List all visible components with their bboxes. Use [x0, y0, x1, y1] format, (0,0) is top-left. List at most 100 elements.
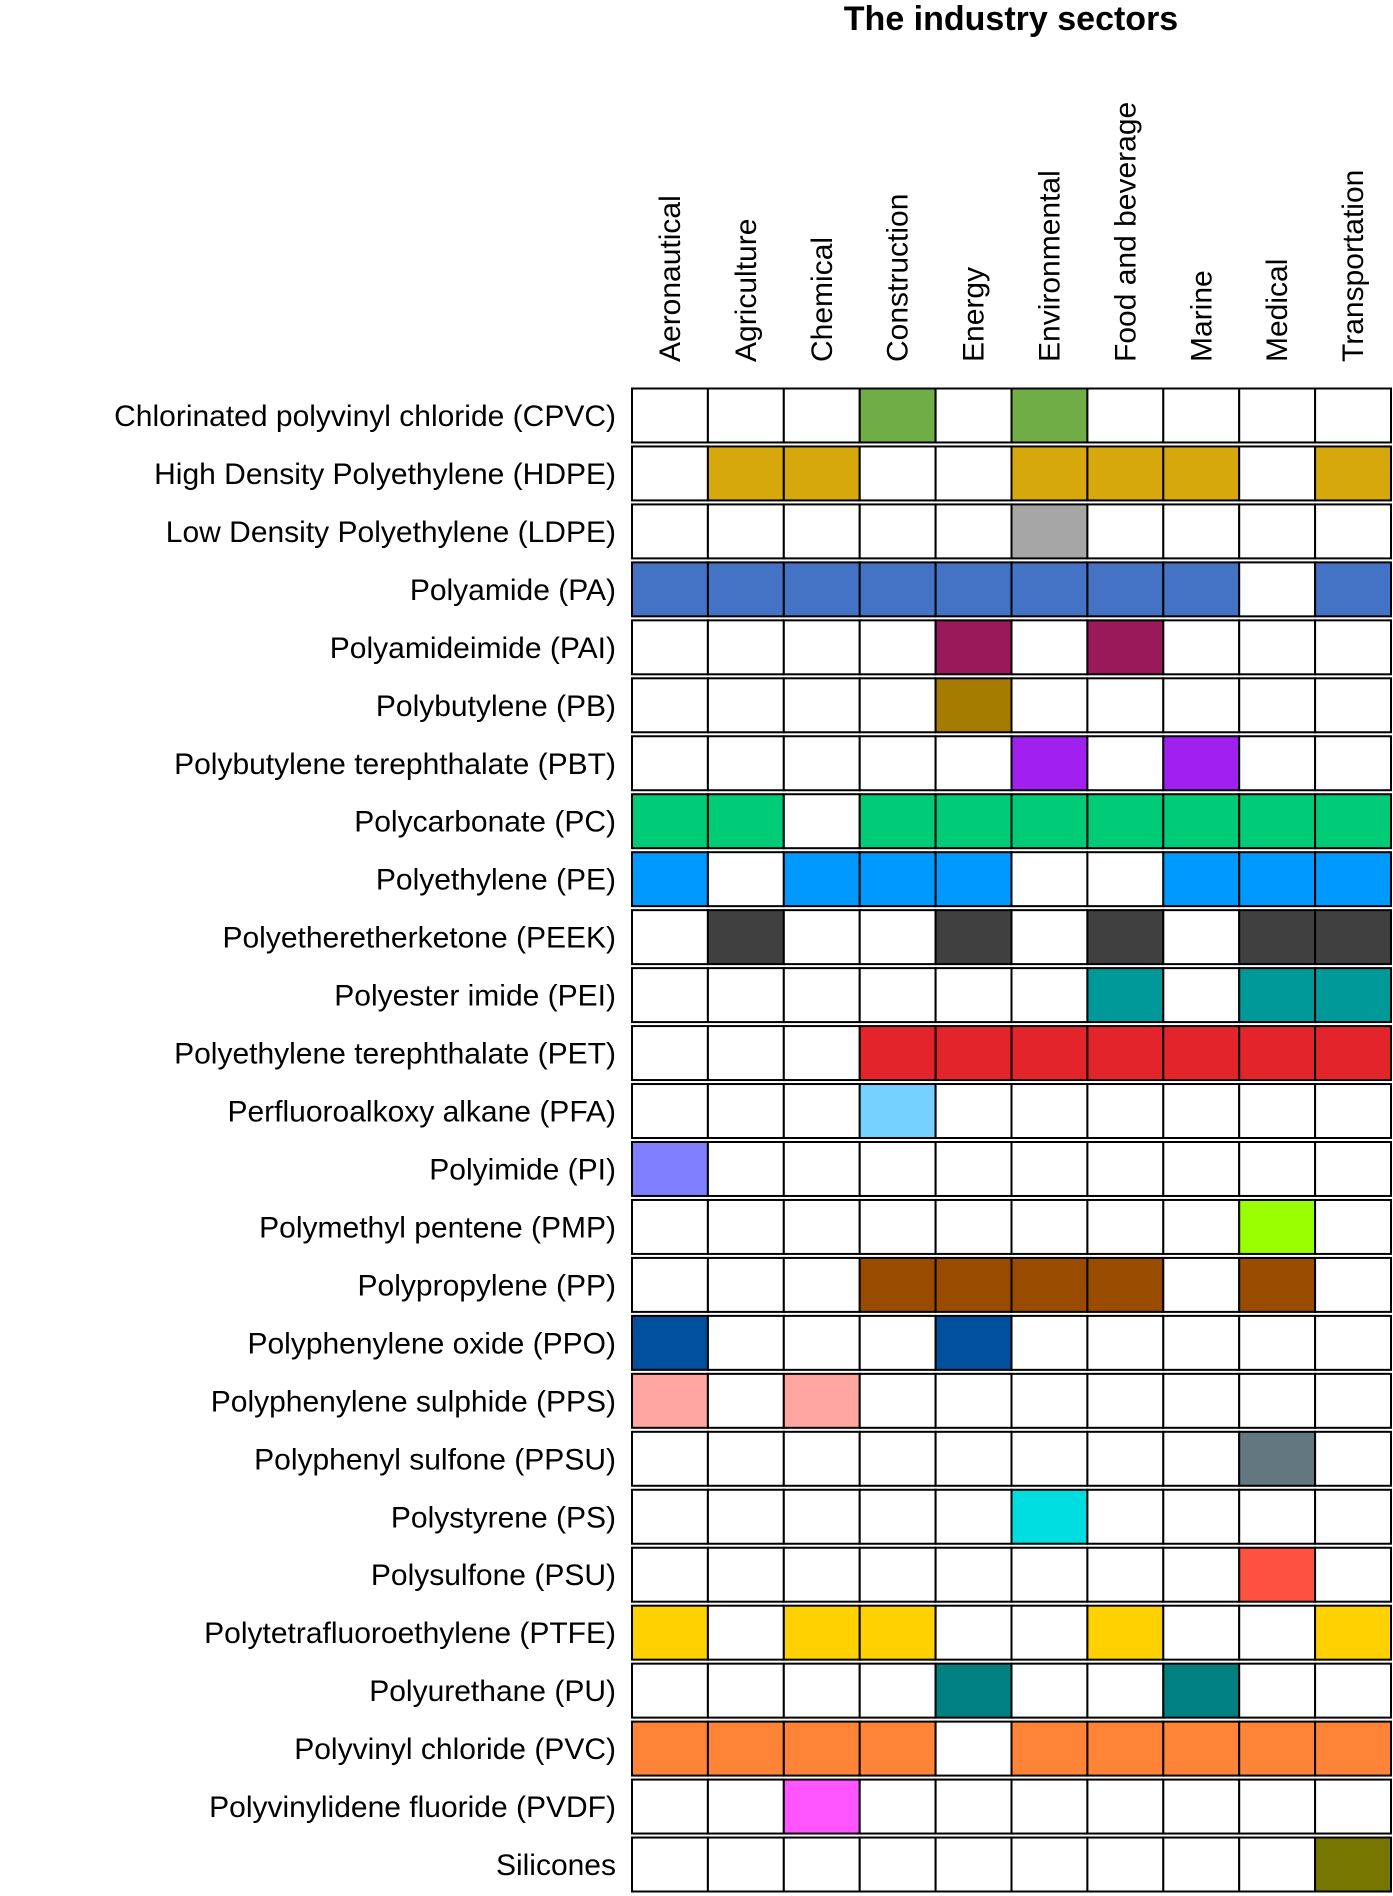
cell: [782, 1604, 861, 1661]
cell: [1010, 561, 1089, 618]
row-label: Polyvinylidene fluoride (PVDF): [209, 1791, 616, 1824]
cell: [858, 1662, 937, 1719]
cell: [706, 1720, 785, 1777]
cell: [1238, 909, 1317, 966]
cell: [934, 1488, 1013, 1545]
cell: [706, 793, 785, 850]
cell: [706, 851, 785, 908]
cell: [782, 909, 861, 966]
cell: [782, 387, 861, 444]
row-label: Polyphenyl sulfone (PPSU): [254, 1443, 616, 1476]
cell: [1238, 561, 1317, 618]
row-label: Polybutylene terephthalate (PBT): [174, 748, 616, 781]
cell: [706, 735, 785, 792]
cell: [1162, 1256, 1241, 1313]
cell: [1162, 1546, 1241, 1603]
cell: [1314, 967, 1392, 1024]
column-label: Medical: [1261, 259, 1294, 362]
cell: [934, 1256, 1013, 1313]
cell: [1086, 967, 1165, 1024]
cell: [858, 619, 937, 676]
cell: [1314, 793, 1392, 850]
cell: [1086, 1141, 1165, 1197]
cell: [1010, 387, 1089, 444]
cell: [1086, 1314, 1165, 1371]
cell: [706, 967, 785, 1024]
cell: [934, 1083, 1013, 1139]
cell: [1238, 1025, 1317, 1082]
cell: [782, 1836, 861, 1893]
cell: [1314, 1720, 1392, 1777]
cell: [1238, 1372, 1317, 1429]
row-label: Polytetrafluoroethylene (PTFE): [204, 1617, 616, 1650]
cell: [858, 1836, 937, 1893]
cell: [858, 735, 937, 792]
cell: [631, 1372, 709, 1429]
cell: [1010, 851, 1089, 908]
cell: [1238, 503, 1317, 560]
cell: [1162, 1025, 1241, 1082]
cell: [706, 1198, 785, 1255]
cell: [782, 1720, 861, 1777]
cell: [1314, 1430, 1392, 1487]
cell: [1086, 851, 1165, 908]
cell: [858, 1430, 937, 1487]
cell: [1238, 735, 1317, 792]
cell: [934, 619, 1013, 676]
cell: [1010, 677, 1089, 734]
cell: [631, 735, 709, 792]
cell: [858, 967, 937, 1024]
cell: [1314, 503, 1392, 560]
cell: [1314, 387, 1392, 444]
cell: [1010, 1083, 1089, 1139]
cell: [858, 1198, 937, 1255]
cell: [1162, 909, 1241, 966]
cell: [1086, 561, 1165, 618]
cell: [1162, 1662, 1241, 1719]
row-label: Polyamide (PA): [410, 574, 616, 607]
cell: [1010, 735, 1089, 792]
cell: [934, 1778, 1013, 1835]
cell: [1238, 1198, 1317, 1255]
row-label: Polyethylene (PE): [376, 864, 616, 897]
cell: [1010, 503, 1089, 560]
cell: [706, 1546, 785, 1603]
cell: [1162, 1836, 1241, 1893]
cell: [858, 1720, 937, 1777]
cell: [1314, 851, 1392, 908]
cell: [706, 503, 785, 560]
cell: [858, 677, 937, 734]
cell: [1314, 1546, 1392, 1603]
cell: [858, 1141, 937, 1197]
cell: [706, 909, 785, 966]
cell: [631, 1662, 709, 1719]
cell: [1086, 1604, 1165, 1661]
cell: [631, 1256, 709, 1313]
cell: [1010, 909, 1089, 966]
cell: [1162, 1604, 1241, 1661]
cell: [706, 1141, 785, 1197]
cell: [858, 793, 937, 850]
cell: [706, 1662, 785, 1719]
cell: [858, 1025, 937, 1082]
cell: [631, 1083, 709, 1139]
cell: [1086, 793, 1165, 850]
cell: [1086, 445, 1165, 502]
cell: [1086, 1256, 1165, 1313]
cell: [1162, 387, 1241, 444]
cell: [858, 387, 937, 444]
cell: [706, 1778, 785, 1835]
cell: [1010, 793, 1089, 850]
cell: [1086, 1720, 1165, 1777]
cell: [1010, 1488, 1089, 1545]
cell: [631, 387, 709, 444]
cell: [631, 1488, 709, 1545]
cell: [1162, 1314, 1241, 1371]
cell: [1314, 1836, 1392, 1893]
cell: [1162, 1083, 1241, 1139]
row-label: Polybutylene (PB): [376, 690, 616, 723]
cell: [1162, 735, 1241, 792]
cell: [1162, 1488, 1241, 1545]
cell: [934, 909, 1013, 966]
